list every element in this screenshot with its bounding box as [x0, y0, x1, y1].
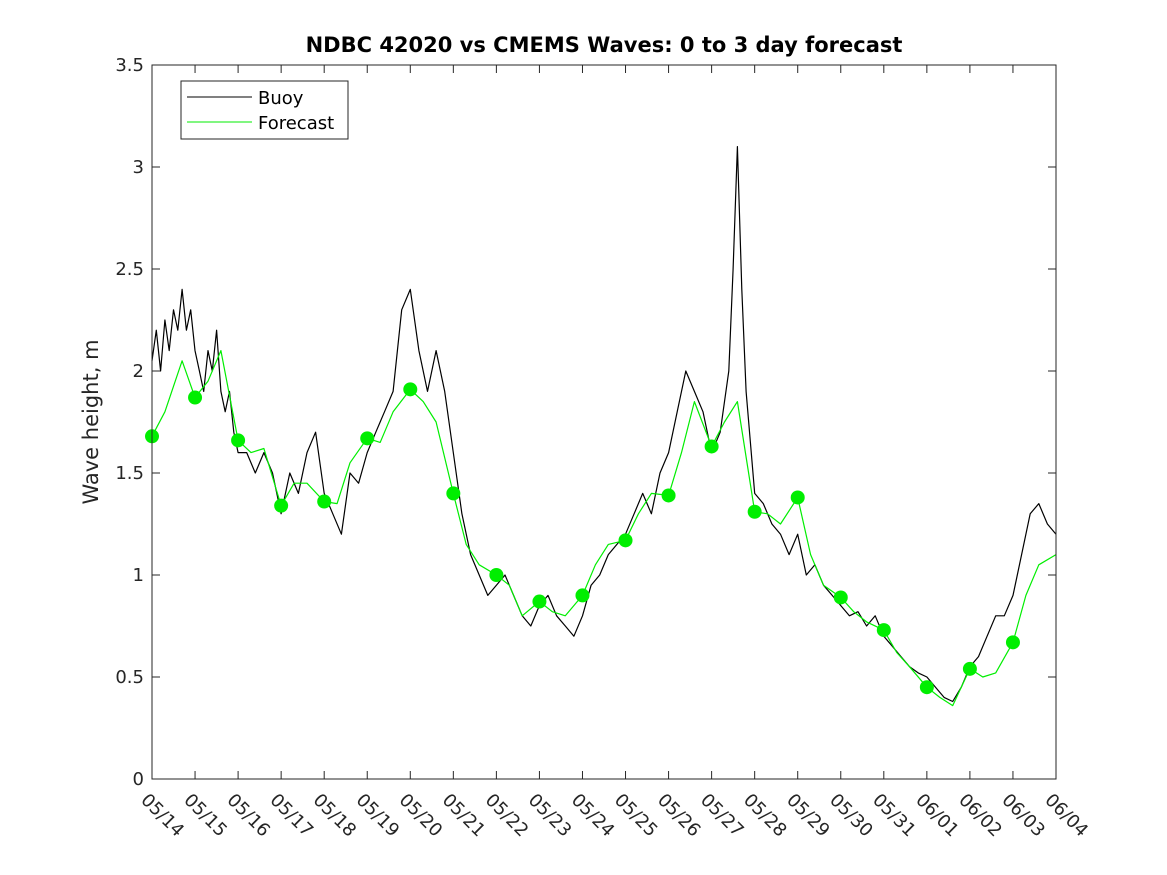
- forecast-marker: [489, 568, 504, 582]
- marker-layer: [145, 382, 1020, 695]
- forecast-marker: [532, 594, 547, 609]
- forecast-marker: [188, 390, 203, 405]
- y-tick-label: 0: [133, 769, 144, 790]
- x-tick-label: 05/30: [825, 790, 877, 842]
- y-tick-label: 3: [133, 157, 144, 178]
- x-tick-label: 05/28: [739, 790, 791, 842]
- x-tick-label: 05/23: [524, 790, 576, 842]
- forecast-marker: [618, 533, 633, 548]
- x-tick-label: 05/20: [395, 790, 447, 842]
- x-tick-label: 05/17: [266, 790, 318, 842]
- x-tick-label: 06/04: [1040, 790, 1092, 842]
- y-tick-label: 0.5: [115, 667, 144, 688]
- forecast-marker: [403, 382, 418, 397]
- y-tick-label: 1: [133, 565, 144, 586]
- x-tick-label: 06/01: [911, 790, 963, 842]
- legend: Buoy Forecast: [180, 80, 349, 140]
- x-tick-label: 05/19: [352, 790, 404, 842]
- plot-area: [152, 65, 1056, 779]
- forecast-marker: [317, 494, 332, 509]
- x-tick-label: 05/22: [481, 790, 533, 842]
- y-axis-label: Wave height, m: [79, 339, 103, 504]
- forecast-marker: [919, 680, 934, 695]
- forecast-marker: [575, 588, 590, 603]
- forecast-marker: [747, 504, 762, 519]
- forecast-marker: [446, 486, 461, 501]
- legend-buoy-label: Buoy: [258, 88, 304, 109]
- series-line-forecast: [151, 350, 1057, 707]
- legend-forecast-label: Forecast: [258, 113, 334, 134]
- y-tick-label: 3.5: [115, 55, 144, 76]
- x-tick-label: 05/25: [610, 790, 662, 842]
- x-tick-label: 05/16: [223, 790, 275, 842]
- forecast-marker: [833, 590, 848, 605]
- y-tick-label: 2: [133, 361, 144, 382]
- plot-frame: [151, 64, 1057, 780]
- forecast-marker: [790, 490, 805, 505]
- x-tick-label: 05/29: [782, 790, 834, 842]
- forecast-marker: [661, 488, 676, 503]
- x-tick-label: 06/02: [954, 790, 1006, 842]
- x-tick-label: 05/27: [696, 790, 748, 842]
- y-tick-label: 1.5: [115, 463, 144, 484]
- x-tick-label: 05/14: [136, 790, 188, 842]
- x-tick-label: 05/31: [868, 790, 920, 842]
- x-tick-label: 05/26: [653, 790, 705, 842]
- forecast-marker: [704, 439, 719, 454]
- forecast-marker: [1005, 635, 1020, 650]
- forecast-marker: [876, 623, 891, 638]
- x-tick-label: 06/03: [997, 790, 1049, 842]
- x-tick-label: 05/24: [567, 790, 619, 842]
- forecast-marker: [360, 431, 375, 446]
- legend-box: [180, 80, 349, 140]
- x-tick-label: 05/15: [180, 790, 232, 842]
- y-tick-label: 2.5: [115, 259, 144, 280]
- x-tick-label: 05/18: [309, 790, 361, 842]
- x-tick-label: 05/21: [438, 790, 490, 842]
- forecast-marker: [274, 498, 289, 513]
- forecast-marker: [962, 661, 977, 676]
- y-axis-ticks: 0 0.5 1 1.5 2 2.5 3 3.5: [115, 55, 1056, 790]
- forecast-marker: [231, 433, 246, 448]
- chart-title: NDBC 42020 vs CMEMS Waves: 0 to 3 day fo…: [306, 33, 903, 57]
